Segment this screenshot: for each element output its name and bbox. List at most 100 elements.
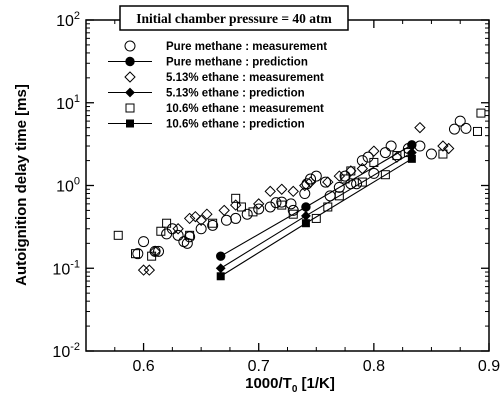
- data-point: [339, 170, 351, 182]
- data-point: [448, 123, 460, 135]
- data-point: [132, 248, 144, 260]
- data-point: [216, 251, 226, 261]
- data-point: [264, 201, 276, 213]
- data-point: [215, 263, 226, 274]
- y-tick-label: 102: [56, 10, 80, 30]
- data-point: [334, 191, 344, 201]
- data-point: [379, 147, 391, 159]
- data-point: [172, 229, 184, 241]
- data-point: [172, 223, 184, 235]
- data-point: [276, 183, 288, 195]
- data-point: [414, 140, 426, 152]
- data-point: [437, 140, 449, 152]
- data-point: [333, 181, 345, 193]
- legend: Pure methane : measurement Pure methane :…: [108, 40, 327, 131]
- legend-entry: 5.13% ethane : prediction: [108, 88, 305, 100]
- data-point: [369, 157, 379, 167]
- data-point: [345, 165, 357, 177]
- legend-label: 10.6% ethane : prediction: [166, 119, 305, 131]
- data-point: [380, 170, 390, 180]
- legend-marker: [125, 56, 135, 67]
- series-4: [113, 108, 486, 261]
- data-point: [425, 148, 437, 160]
- data-point: [156, 226, 166, 236]
- legend-label: 10.6% ethane : measurement: [166, 103, 324, 115]
- data-point: [368, 145, 380, 157]
- legend-marker: [125, 87, 135, 98]
- chart-title: Initial chamber pressure = 40 atm: [136, 11, 332, 26]
- data-point: [264, 185, 276, 198]
- y-tick-label: 10-1: [52, 258, 80, 278]
- data-point: [153, 245, 165, 257]
- series-line: [220, 144, 413, 257]
- data-point: [346, 166, 356, 176]
- legend-entry: 10.6% ethane : prediction: [108, 119, 305, 131]
- data-point: [161, 228, 173, 240]
- data-point: [143, 264, 156, 276]
- data-point: [285, 198, 297, 210]
- data-point: [351, 178, 363, 190]
- data-point: [216, 272, 225, 281]
- data-point: [305, 173, 317, 185]
- data-point: [287, 204, 299, 216]
- data-point: [340, 174, 350, 184]
- series-1: [216, 140, 417, 261]
- data-point: [368, 167, 380, 179]
- x-tick-label: 0.7: [248, 358, 270, 375]
- data-point: [287, 185, 299, 198]
- y-axis-label: Autoignition delay time [ms]: [13, 84, 30, 286]
- data-point: [185, 230, 195, 240]
- data-point: [131, 249, 141, 259]
- legend-marker: [126, 119, 134, 128]
- data-point: [270, 197, 282, 209]
- plot-marks: [113, 108, 486, 281]
- legend-label: 5.13% ethane : prediction: [166, 88, 305, 100]
- data-point: [311, 213, 321, 223]
- data-point: [220, 214, 232, 226]
- data-point: [231, 193, 241, 203]
- data-point: [277, 200, 287, 210]
- data-point: [299, 179, 311, 192]
- data-point: [218, 204, 230, 217]
- x-axis-label-unit: [1/K]: [297, 375, 335, 392]
- legend-entry: Pure methane : measurement: [124, 40, 327, 53]
- data-point: [236, 202, 246, 212]
- axis-ticks: 0.6 0.7 0.8 0.9 10-2 10-1 100 101 102: [52, 10, 500, 375]
- data-point: [438, 149, 448, 159]
- data-point: [147, 251, 157, 261]
- legend-label: Pure methane : prediction: [166, 57, 308, 69]
- data-point: [253, 198, 265, 210]
- data-point: [149, 245, 161, 258]
- data-point: [301, 219, 310, 228]
- data-point: [322, 176, 334, 188]
- x-axis-label-main: 1000/T: [245, 375, 292, 392]
- data-point: [301, 210, 311, 221]
- data-point: [472, 126, 482, 136]
- data-point: [333, 170, 346, 182]
- data-point: [460, 122, 472, 134]
- data-point: [454, 115, 466, 127]
- data-point: [207, 219, 219, 231]
- x-axis-label: 1000/T0 [1/K]: [245, 375, 335, 395]
- data-point: [181, 237, 193, 249]
- x-axis-label-subscript: 0: [292, 384, 298, 395]
- legend-entry: 10.6% ethane : measurement: [125, 103, 324, 115]
- data-point: [241, 208, 253, 220]
- y-tick-label: 100: [56, 176, 80, 196]
- legend-label: Pure methane : measurement: [166, 41, 327, 53]
- data-point: [137, 264, 150, 276]
- title-box-border: [119, 5, 349, 31]
- data-point: [476, 108, 486, 118]
- data-point: [442, 142, 455, 155]
- series-5: [216, 154, 416, 281]
- legend-label: 5.13% ethane : measurement: [166, 72, 324, 84]
- data-point: [195, 214, 207, 226]
- data-point: [195, 223, 207, 235]
- data-point: [166, 223, 178, 235]
- data-point: [183, 212, 196, 225]
- series-3: [215, 147, 417, 274]
- data-point: [414, 121, 426, 134]
- data-point: [310, 170, 322, 182]
- data-point: [301, 202, 311, 212]
